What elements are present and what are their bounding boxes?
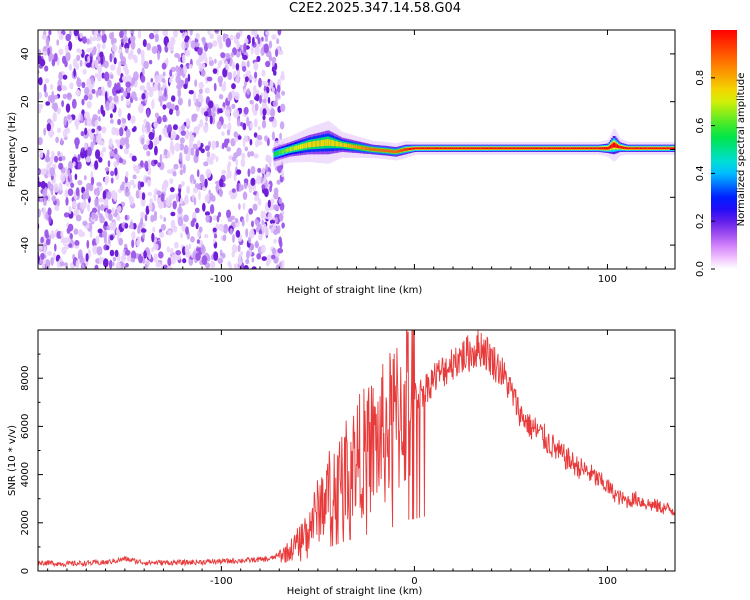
snr-frame — [37, 329, 676, 572]
x-axis-label: Height of straight line (km) — [287, 586, 423, 597]
y-axis-label: SNR (10 * v/v) — [7, 425, 18, 496]
snr-series-line — [38, 330, 675, 568]
y-tick-label: 8000 — [20, 365, 31, 390]
colorbar-tick-label: 0.2 — [695, 213, 706, 229]
y-tick-label: 4000 — [20, 462, 31, 487]
colorbar-tick-label: 0.0 — [695, 261, 706, 277]
colorbar-tick-label: 0.8 — [695, 70, 706, 86]
y-tick-label: -40 — [20, 237, 31, 253]
chart-title: C2E2.2025.347.14.58.G04 — [288, 1, 462, 16]
x-tick-label: 100 — [598, 576, 617, 587]
snr-panel: 0 2000 4000 6000 8000 -100 0 100 Height of strai… — [7, 329, 676, 597]
colorbar-tick-label: 0.6 — [695, 118, 706, 134]
y-axis-label: Frequency (Hz) — [7, 112, 18, 188]
y-tick-label: 0 — [20, 568, 31, 574]
y-tick-label: 6000 — [20, 414, 31, 439]
x-tick-label: 100 — [598, 274, 617, 285]
heatmap-plot-area — [38, 30, 675, 269]
colorbar: 0.0 0.2 0.4 0.6 0.8 Normalized spectral ampli… — [695, 30, 747, 277]
spectrogram-panel: -40 -20 0 20 40 -100 100 Height of straight lin… — [7, 29, 676, 296]
signal-ridge — [273, 120, 675, 168]
y-tick-label: 2000 — [20, 510, 31, 535]
snr-plot-area — [38, 330, 675, 568]
y-tick-label: 0 — [20, 146, 31, 152]
x-tick-label: -100 — [210, 576, 233, 587]
colorbar-gradient — [711, 30, 737, 269]
x-tick-label: 0 — [411, 576, 417, 587]
y-tick-label: 40 — [20, 48, 31, 61]
colorbar-label: Normalized spectral amplitude — [736, 73, 747, 227]
y-tick-label: -20 — [20, 189, 31, 205]
x-tick-label: -100 — [210, 274, 233, 285]
colorbar-tick-label: 0.4 — [695, 165, 706, 181]
x-axis-label: Height of straight line (km) — [287, 285, 423, 296]
y-tick-label: 20 — [20, 95, 31, 108]
noise-region — [38, 30, 286, 269]
